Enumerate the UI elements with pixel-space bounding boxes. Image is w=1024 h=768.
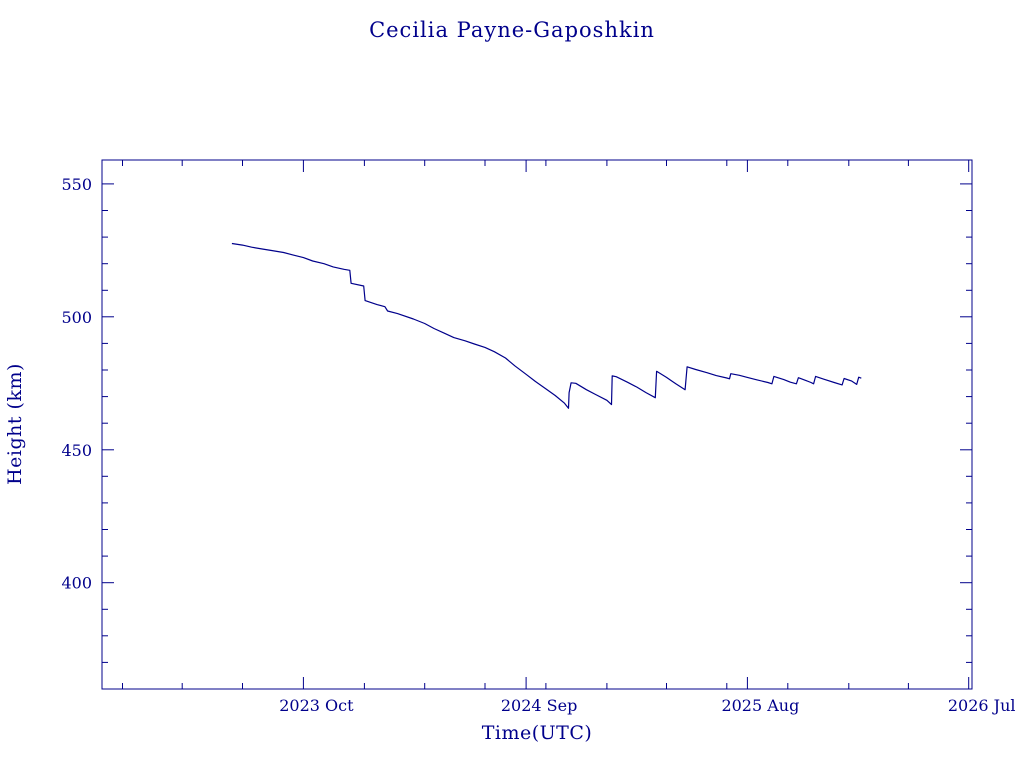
series-layer <box>231 242 862 409</box>
y-tick-label: 550 <box>61 175 92 194</box>
y-tick-label: 500 <box>61 308 92 327</box>
x-axis: 2023 Oct 2024 Sep 2025 Aug 2026 Jul <box>122 160 1016 715</box>
y-axis-label: Height (km) <box>4 363 26 485</box>
chart-title: Cecilia Payne-Gaposhkin <box>369 18 655 42</box>
x-tick-label: 2023 Oct <box>279 696 354 715</box>
y-tick-label: 400 <box>61 574 92 593</box>
height-series-line <box>231 242 862 409</box>
x-axis-label: Time(UTC) <box>482 722 593 744</box>
plot-frame <box>101 159 973 690</box>
x-tick-label: 2024 Sep <box>501 696 577 715</box>
y-tick-label: 450 <box>61 441 92 460</box>
y-axis: 400 450 500 550 <box>61 175 972 690</box>
x-tick-label: 2025 Aug <box>721 696 799 715</box>
x-tick-label: 2026 Jul <box>948 696 1016 715</box>
